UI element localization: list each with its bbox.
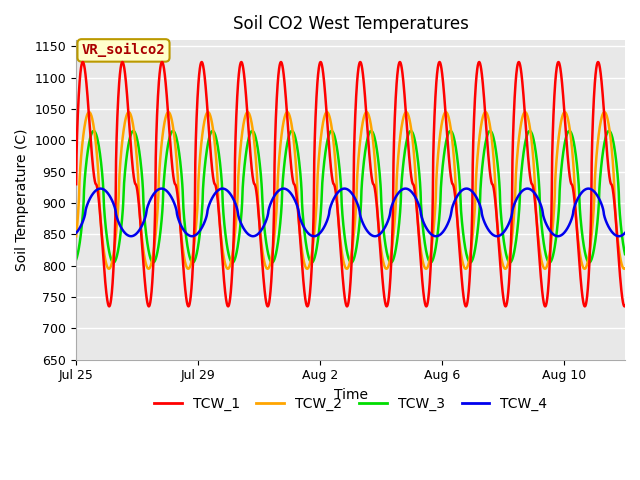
Line: TCW_4: TCW_4 (76, 189, 625, 236)
TCW_4 (307, 232, 314, 238)
TCW_3 (169, 128, 177, 134)
Line: TCW_1: TCW_1 (76, 62, 625, 306)
TCW_1 (552, 77, 559, 83)
TCW_1 (611, 202, 618, 207)
TCW_3 (135, 145, 143, 151)
TCW_2 (621, 265, 629, 271)
TCW_2 (72, 233, 80, 239)
Line: TCW_3: TCW_3 (76, 131, 625, 263)
Title: Soil CO2 West Temperatures: Soil CO2 West Temperatures (232, 15, 468, 33)
TCW_4 (432, 233, 440, 239)
TCW_1 (476, 59, 483, 65)
TCW_1 (621, 303, 629, 309)
TCW_4 (611, 232, 618, 238)
TCW_2 (611, 195, 618, 201)
TCW_4 (135, 228, 143, 234)
TCW_3 (621, 251, 629, 257)
TCW_3 (168, 130, 175, 135)
TCW_3 (611, 146, 618, 152)
TCW_2 (307, 258, 314, 264)
TCW_4 (280, 186, 287, 192)
TCW_3 (72, 257, 80, 263)
TCW_4 (552, 233, 559, 239)
TCW_4 (168, 194, 175, 200)
TCW_1 (168, 154, 175, 159)
TCW_2 (283, 109, 291, 115)
TCW_3 (307, 259, 314, 264)
TCW_1 (72, 181, 80, 187)
TCW_2 (502, 266, 509, 272)
TCW_4 (621, 230, 629, 236)
TCW_2 (135, 192, 143, 197)
TCW_1 (307, 285, 314, 291)
Text: VR_soilco2: VR_soilco2 (82, 43, 165, 58)
TCW_3 (552, 240, 559, 245)
Line: TCW_2: TCW_2 (76, 112, 625, 269)
TCW_4 (283, 187, 291, 192)
TCW_1 (283, 105, 291, 111)
TCW_3 (283, 143, 291, 149)
TCW_1 (135, 200, 143, 206)
TCW_2 (164, 109, 172, 115)
Legend: TCW_1, TCW_2, TCW_3, TCW_4: TCW_1, TCW_2, TCW_3, TCW_4 (148, 391, 553, 417)
TCW_2 (552, 173, 559, 179)
TCW_3 (506, 260, 514, 265)
TCW_2 (168, 116, 175, 122)
TCW_1 (541, 303, 549, 309)
X-axis label: Time: Time (333, 388, 367, 402)
Y-axis label: Soil Temperature (C): Soil Temperature (C) (15, 129, 29, 271)
TCW_4 (72, 230, 80, 236)
